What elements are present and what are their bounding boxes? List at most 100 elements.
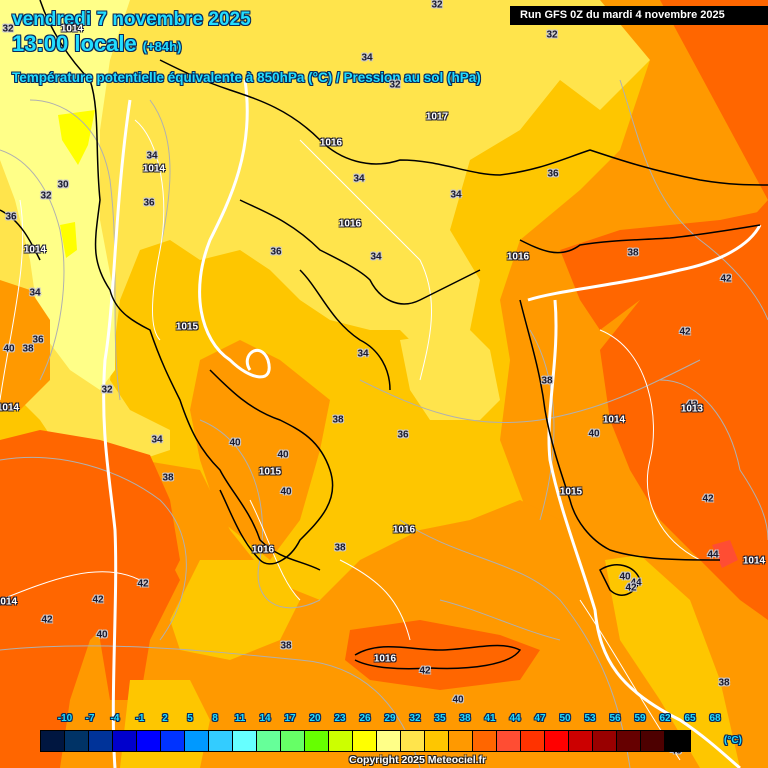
colorbar-tick-label: -7 <box>85 713 95 724</box>
theta-e-contour-label: 40 <box>280 486 292 498</box>
theta-e-contour-label: 34 <box>450 189 462 201</box>
theta-e-contour-label: 42 <box>720 273 732 285</box>
model-run-banner: Run GFS 0Z du mardi 4 novembre 2025 <box>510 6 768 25</box>
theta-e-contour-label: 38 <box>280 640 292 652</box>
isobar-pressure-label: 1014 <box>142 163 166 175</box>
colorbar-swatch <box>65 731 89 751</box>
colorbar-swatch <box>113 731 137 751</box>
theta-band-32 <box>0 0 650 460</box>
colorbar-tick-label: 56 <box>609 713 621 724</box>
colorbar-tick-label: 32 <box>409 713 421 724</box>
map-parameter-title: Température potentielle équivalente à 85… <box>12 70 481 85</box>
colorbar-tick-label: 50 <box>559 713 571 724</box>
colorbar-tick-label: 8 <box>212 713 218 724</box>
theta-band-41-crete <box>345 620 540 690</box>
theta-e-contour-label: 36 <box>270 246 282 258</box>
colorbar-swatch <box>377 731 401 751</box>
colorbar-swatch <box>569 731 593 751</box>
colorbar-tick-label: 47 <box>534 713 546 724</box>
theta-e-contour-label: 36 <box>32 334 44 346</box>
isobar-pressure-label: 1016 <box>251 544 275 556</box>
colorbar-swatch <box>329 731 353 751</box>
colorbar-tick-label: 20 <box>309 713 321 724</box>
colorbar-tick-label: 2 <box>162 713 168 724</box>
theta-e-contour-label: 42 <box>92 594 104 606</box>
colorbar-tick-label: 62 <box>659 713 671 724</box>
colorbar-swatch <box>89 731 113 751</box>
theta-e-contour-label: 42 <box>419 665 431 677</box>
colorbar-swatch <box>641 731 665 751</box>
isobar-pressure-label: 1016 <box>373 653 397 665</box>
copyright: Copyright 2025 Meteociel.fr <box>349 754 487 766</box>
theta-e-contour-label: 32 <box>2 23 14 35</box>
theta-e-contour-label: 34 <box>29 287 41 299</box>
theta-e-contour-label: 32 <box>431 0 443 11</box>
theta-e-contour-label: 42 <box>679 326 691 338</box>
isobar-pressure-label: 1014 <box>23 244 47 256</box>
coastlines-borders <box>0 0 768 670</box>
colorbar <box>40 730 691 752</box>
theta-band-41-sw <box>0 430 180 768</box>
isobar-pressure-label: 1014 <box>602 414 626 426</box>
colorbar-tick-label: -1 <box>135 713 145 724</box>
colorbar-tick-label: 38 <box>459 713 471 724</box>
colorbar-tick-label: 29 <box>384 713 396 724</box>
theta-e-contour-label: 40 <box>588 428 600 440</box>
theta-e-contour-label: 32 <box>389 79 401 91</box>
theta-e-contour-label: 38 <box>162 472 174 484</box>
theta-band-32-aegean <box>400 330 500 420</box>
isobar-pressure-label: 1014 <box>742 555 766 567</box>
theta-band-38-pelop <box>190 340 330 560</box>
theta-e-contour-label: 34 <box>146 150 158 162</box>
colorbar-tick-label: 26 <box>359 713 371 724</box>
colorbar-swatch <box>257 731 281 751</box>
colorbar-swatch <box>497 731 521 751</box>
theta-e-contour-label: 42 <box>625 582 637 594</box>
theta-band-35-south-b <box>120 680 210 768</box>
theta-band-41-east-b <box>560 210 768 330</box>
isobar-pressure-label: 1013 <box>680 403 704 415</box>
forecast-lead-time: (+84h) <box>142 39 182 54</box>
colorbar-tick-label: 41 <box>484 713 496 724</box>
colorbar-swatch <box>41 731 65 751</box>
theta-band-41-sw-b <box>100 540 180 700</box>
theta-e-contour-label: 34 <box>357 348 369 360</box>
colorbar-swatch <box>521 731 545 751</box>
theta-e-contour-label: 44 <box>707 549 719 561</box>
colorbar-tick-label: 68 <box>709 713 721 724</box>
theta-e-contour-label: 36 <box>397 429 409 441</box>
colorbar-swatch <box>617 731 641 751</box>
theta-band-29 <box>0 0 130 390</box>
theta-e-contour-label: 32 <box>546 29 558 41</box>
theta-e-contour-label: 42 <box>41 614 53 626</box>
isobar-pressure-label: 1014 <box>60 23 84 35</box>
colorbar-tick-label: 44 <box>509 713 521 724</box>
theta-e-contour-label: 32 <box>40 190 52 202</box>
theta-e-contour-label: 40 <box>96 629 108 641</box>
isobar-pressure-label: 1014 <box>0 596 18 608</box>
colorbar-swatch <box>137 731 161 751</box>
colorbar-tick-label: 59 <box>634 713 646 724</box>
colorbar-swatch <box>209 731 233 751</box>
colorbar-swatch <box>425 731 449 751</box>
colorbar-swatch <box>233 731 257 751</box>
colorbar-swatch <box>185 731 209 751</box>
colorbar-tick-label: 35 <box>434 713 446 724</box>
colorbar-swatch <box>401 731 425 751</box>
theta-e-contour-label: 40 <box>229 437 241 449</box>
theta-band-41-east <box>600 0 768 620</box>
theta-e-contour-label: 40 <box>452 694 464 706</box>
colorbar-swatch <box>593 731 617 751</box>
theta-band-35-rhodes <box>605 555 740 768</box>
isobar-pressure-label: 1014 <box>0 402 20 414</box>
theta-band-44-patch <box>712 540 738 568</box>
theta-e-contour-label: 34 <box>151 434 163 446</box>
theta-band-26-b <box>60 222 77 258</box>
colorbar-tick-label: -10 <box>57 713 73 724</box>
theta-e-contour-label: 36 <box>547 168 559 180</box>
isobar-pressure-label: 1016 <box>319 137 343 149</box>
theta-e-contour-label: 38 <box>332 414 344 426</box>
theta-e-contour-label: 38 <box>334 542 346 554</box>
